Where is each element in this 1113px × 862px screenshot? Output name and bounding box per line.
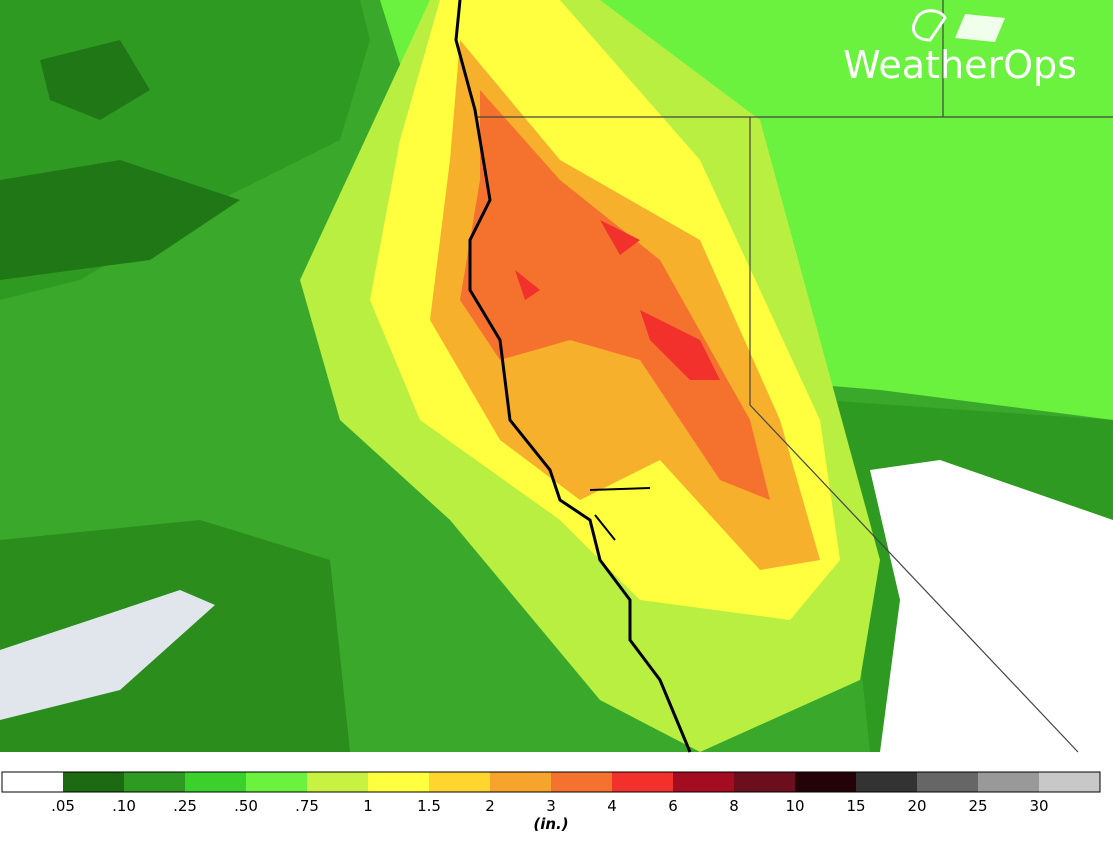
legend-label: 6: [668, 797, 678, 815]
legend-label: 4: [607, 797, 617, 815]
legend-label: 30: [1029, 797, 1048, 815]
logo-text: WeatherOps: [843, 43, 1077, 87]
legend-swatch: [429, 772, 490, 792]
legend-unit: (in.): [533, 815, 568, 833]
legend-label: .50: [234, 797, 258, 815]
legend-label: 20: [907, 797, 926, 815]
legend-label: .10: [112, 797, 136, 815]
legend-swatch: [1039, 772, 1100, 792]
legend-label: 1: [363, 797, 373, 815]
legend-swatch: [63, 772, 124, 792]
legend-label: 25: [968, 797, 987, 815]
legend-swatch: [978, 772, 1039, 792]
legend-swatch: [795, 772, 856, 792]
legend-swatch: [917, 772, 978, 792]
legend-swatch: [673, 772, 734, 792]
legend-label: 1.5: [417, 797, 441, 815]
legend-swatch: [368, 772, 429, 792]
legend-label: .05: [51, 797, 75, 815]
legend-swatch: [185, 772, 246, 792]
legend-swatch: [734, 772, 795, 792]
legend-label: 10: [785, 797, 804, 815]
legend-label: 15: [846, 797, 865, 815]
precip-map: WeatherOps: [0, 0, 1113, 753]
legend-swatch: [307, 772, 368, 792]
legend: .05 .10 .25 .50 .75 1 1.5 2 3 4 6 8 10 15 20 25 30 (in.): [1, 771, 1101, 833]
legend-frame: [1, 771, 1101, 793]
legend-swatch: [2, 772, 63, 792]
legend-swatch: [856, 772, 917, 792]
legend-swatch: [612, 772, 673, 792]
legend-label: 2: [485, 797, 495, 815]
legend-label: 3: [546, 797, 556, 815]
legend-swatch: [490, 772, 551, 792]
legend-swatch: [246, 772, 307, 792]
legend-label: .75: [295, 797, 319, 815]
legend-swatch: [124, 772, 185, 792]
legend-swatch: [551, 772, 612, 792]
legend-label: 8: [729, 797, 739, 815]
legend-label: .25: [173, 797, 197, 815]
